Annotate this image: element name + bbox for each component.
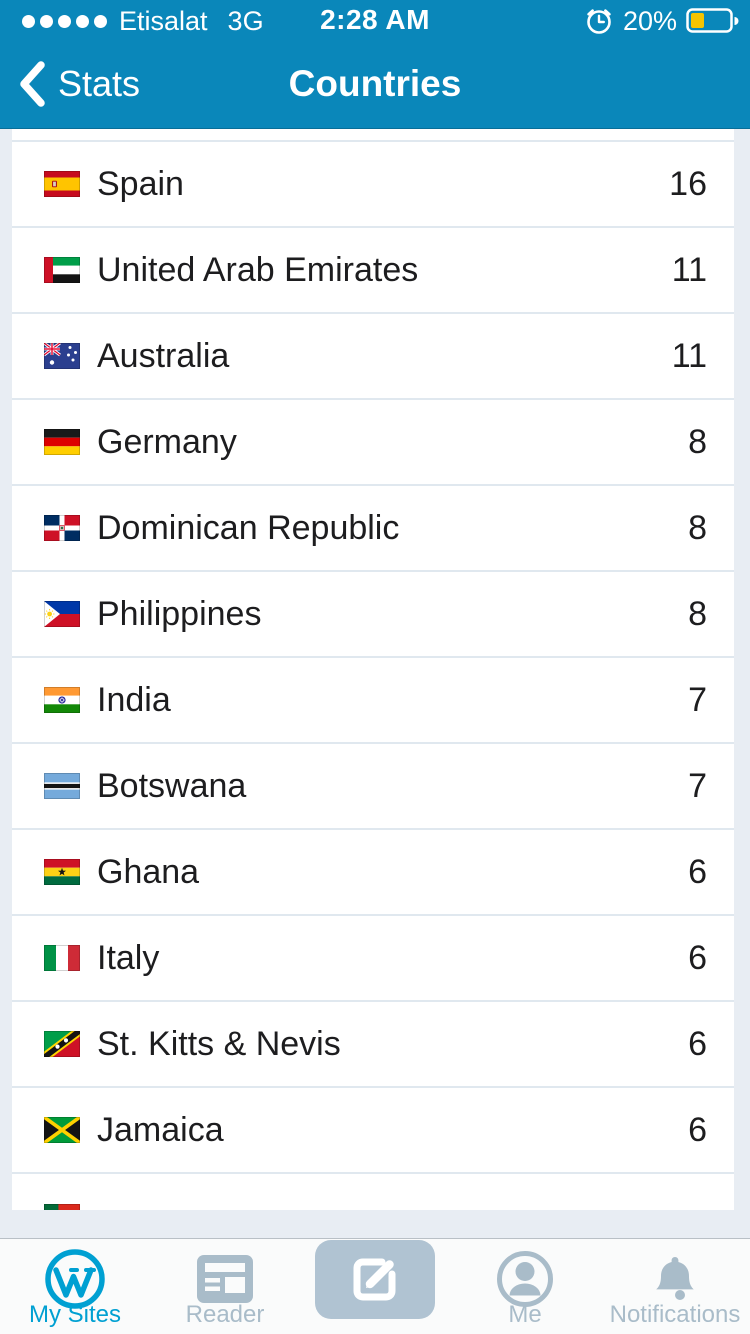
country-name: Jamaica: [97, 1110, 224, 1149]
battery-percent-label: 20%: [622, 5, 677, 36]
tab-notifications[interactable]: Notifications: [600, 1239, 750, 1334]
country-views-count: 7: [688, 766, 707, 805]
reader-icon: [195, 1247, 255, 1311]
wordpress-icon: [42, 1247, 108, 1311]
partial-row-bottom[interactable]: [12, 1174, 734, 1210]
notifications-icon: [646, 1247, 704, 1311]
country-name: Dominican Republic: [97, 508, 400, 547]
country-views-count: 16: [669, 164, 707, 203]
flag-india-icon: [44, 687, 80, 713]
page-title: Countries: [288, 63, 462, 104]
country-row[interactable]: Philippines 8: [12, 572, 734, 658]
signal-strength-icon: [22, 14, 107, 28]
nav-bar: Countries Stats: [0, 40, 750, 128]
tab-bar: My Sites Reader Me Notifications: [0, 1238, 750, 1334]
back-chevron-icon: [16, 60, 46, 108]
country-row[interactable]: Jamaica 6: [12, 1088, 734, 1174]
country-row[interactable]: St. Kitts & Nevis 6: [12, 1002, 734, 1088]
flag-philippines-icon: [44, 601, 80, 627]
country-views-count: 7: [688, 680, 707, 719]
partial-row-top: [12, 129, 734, 142]
country-name: Australia: [97, 336, 230, 375]
country-name: St. Kitts & Nevis: [97, 1024, 341, 1063]
tab-compose[interactable]: [300, 1239, 450, 1334]
country-row[interactable]: Ghana 6: [12, 830, 734, 916]
tab-label: Reader: [185, 1301, 265, 1328]
flag-st-kitts-nevis-icon: [44, 1031, 80, 1057]
flag-botswana-icon: [44, 773, 80, 799]
flag-portugal-icon: [44, 1204, 80, 1210]
header: Etisalat 3G 2:28 AM 20% Countries Stats: [0, 0, 750, 129]
back-button[interactable]: Stats: [0, 60, 140, 108]
countries-list: Spain 16 United Arab Emirates 11 Australia 11…: [0, 129, 750, 1238]
country-views-count: 6: [688, 1110, 707, 1149]
country-views-count: 11: [671, 250, 707, 289]
country-views-count: 6: [688, 938, 707, 977]
me-icon: [494, 1247, 556, 1311]
country-row[interactable]: Australia 11: [12, 314, 734, 400]
flag-germany-icon: [44, 429, 80, 455]
country-name: Ghana: [97, 852, 200, 891]
country-row[interactable]: Dominican Republic 8: [12, 486, 734, 572]
country-views-count: 6: [688, 852, 707, 891]
status-bar: Etisalat 3G 2:28 AM 20%: [0, 0, 750, 40]
flag-ghana-icon: [44, 859, 80, 885]
flag-spain-icon: [44, 171, 80, 197]
country-name: Philippines: [97, 594, 262, 633]
tab-me[interactable]: Me: [450, 1239, 600, 1334]
flag-uae-icon: [44, 257, 80, 283]
status-left: Etisalat 3G: [10, 6, 264, 37]
country-views-count: 8: [688, 508, 707, 547]
flag-australia-icon: [44, 343, 80, 369]
flag-dominican-republic-icon: [44, 515, 80, 541]
flag-jamaica-icon: [44, 1117, 80, 1143]
country-views-count: 8: [688, 422, 707, 461]
compose-button[interactable]: [315, 1239, 435, 1319]
country-name: Spain: [97, 164, 184, 203]
tab-label: Me: [508, 1301, 542, 1328]
country-views-count: 6: [688, 1024, 707, 1063]
flag-italy-icon: [44, 945, 80, 971]
country-name: Italy: [97, 938, 160, 977]
country-name: Botswana: [97, 766, 247, 805]
battery-icon: [686, 7, 740, 35]
country-views-count: 11: [671, 336, 707, 375]
network-label: 3G: [227, 5, 264, 36]
country-name: India: [97, 680, 171, 719]
tab-label: My Sites: [28, 1301, 121, 1328]
country-name: United Arab Emirates: [97, 250, 419, 289]
country-name: Germany: [97, 422, 237, 461]
compose-icon: [315, 1239, 435, 1319]
status-right: 20%: [584, 6, 740, 37]
country-row[interactable]: Spain 16: [12, 142, 734, 228]
tab-my-sites[interactable]: My Sites: [0, 1239, 150, 1334]
status-time: 2:28 AM: [320, 4, 430, 35]
country-row[interactable]: Germany 8: [12, 400, 734, 486]
back-label: Stats: [58, 63, 141, 104]
country-row[interactable]: Italy 6: [12, 916, 734, 1002]
alarm-clock-icon: [584, 6, 614, 36]
country-row[interactable]: India 7: [12, 658, 734, 744]
tab-label: Notifications: [609, 1301, 741, 1328]
country-row[interactable]: United Arab Emirates 11: [12, 228, 734, 314]
tab-reader[interactable]: Reader: [150, 1239, 300, 1334]
country-row[interactable]: Botswana 7: [12, 744, 734, 830]
carrier-label: Etisalat: [119, 5, 208, 36]
country-views-count: 8: [688, 594, 707, 633]
